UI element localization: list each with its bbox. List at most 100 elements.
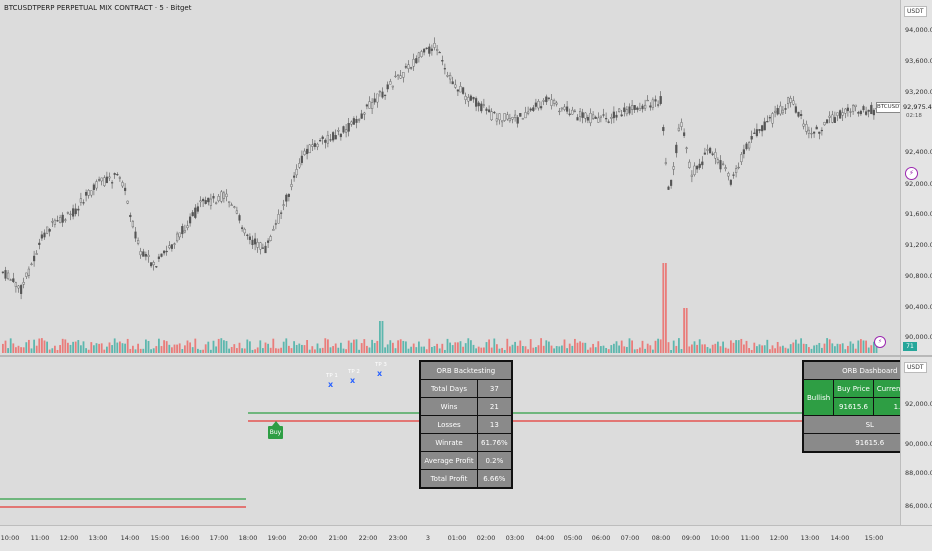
- volume-bar: [160, 346, 163, 353]
- currency-unit[interactable]: USDT: [904, 6, 927, 17]
- volume-bar: [545, 340, 548, 353]
- candle-body: [833, 117, 836, 123]
- candle-body: [714, 152, 717, 159]
- candle-body: [550, 99, 553, 106]
- volume-bar: [696, 344, 698, 353]
- pane-separator[interactable]: [0, 355, 932, 357]
- volume-bar: [116, 342, 119, 353]
- volume-bar: [865, 340, 867, 353]
- candle-body: [469, 95, 472, 101]
- candle-body: [826, 119, 829, 124]
- candle-body: [709, 147, 712, 154]
- price-axis[interactable]: USDT 94,000.0 93,600.0 93,200.0 92,400.0…: [900, 0, 932, 355]
- volume-bar: [418, 341, 420, 353]
- candle-body: [105, 176, 108, 184]
- compare-icon[interactable]: ⚡: [874, 336, 886, 348]
- candle-body: [25, 272, 28, 277]
- candle-body: [9, 279, 12, 281]
- candle-body: [599, 115, 602, 118]
- volume-bar: [698, 339, 701, 353]
- indicator-axis[interactable]: USDT 92,000.0 90,000.0 88,000.0 86,000.0: [900, 357, 932, 525]
- volume-bar: [163, 340, 165, 353]
- time-axis[interactable]: 10:00 11:00 12:00 13:00 14:00 15:00 16:00 17:00…: [0, 525, 932, 551]
- volume-bar: [311, 346, 314, 353]
- indicator-pane[interactable]: Buy TP 1 x TP 2 x TP 3 x ORB Backtesting…: [0, 357, 932, 525]
- candle-body: [233, 206, 236, 208]
- time-axis-label: 02:00: [476, 534, 496, 542]
- volume-bar: [212, 340, 215, 353]
- time-axis-label: 16:00: [180, 534, 200, 542]
- backtest-label: Losses: [419, 415, 478, 434]
- volume-bar: [740, 338, 743, 353]
- candle-body: [498, 113, 501, 121]
- volume-bar: [493, 338, 496, 353]
- candle-body: [867, 109, 870, 112]
- volume-bar: [449, 342, 451, 353]
- volume-bar: [202, 349, 204, 353]
- volume-bar: [329, 347, 332, 353]
- volume-bar: [870, 345, 873, 353]
- candle-body: [438, 51, 441, 54]
- volume-bar: [613, 343, 615, 353]
- candle-body: [638, 108, 641, 111]
- candle-body: [508, 118, 511, 122]
- current-price-label: 92,975.4: [903, 103, 932, 111]
- candle-body: [633, 105, 636, 110]
- volume-bar: [589, 347, 592, 353]
- volume-bar: [30, 348, 33, 353]
- candle-body: [194, 207, 197, 218]
- candlestick-chart[interactable]: [0, 0, 900, 355]
- volume-bar: [298, 343, 301, 353]
- candle-body: [745, 143, 748, 150]
- volume-bar: [355, 339, 358, 353]
- lightning-icon[interactable]: ⚡: [905, 167, 918, 180]
- volume-bar: [454, 342, 457, 353]
- tp-label: TP 1: [326, 373, 338, 379]
- candle-body: [841, 112, 844, 116]
- candle-body: [207, 197, 210, 203]
- price-chart-pane[interactable]: BTCUSDTPERP PERPETUAL MIX CONTRACT · 5 ·…: [0, 0, 904, 355]
- candle-body: [485, 108, 488, 111]
- candle-body: [433, 43, 436, 48]
- volume-bar: [441, 343, 444, 353]
- volume-bar: [64, 339, 67, 353]
- indicator-axis-label: 90,000.0: [905, 440, 932, 448]
- volume-bar: [139, 348, 142, 353]
- volume-bar: [620, 340, 623, 353]
- candle-body: [303, 150, 306, 155]
- volume-bar: [69, 344, 72, 353]
- currency-unit[interactable]: USDT: [904, 362, 927, 373]
- volume-bar: [199, 349, 202, 353]
- candle-body: [735, 168, 738, 173]
- candle-body: [417, 52, 420, 58]
- candle-body: [688, 161, 691, 168]
- time-axis-label: 10:00: [710, 534, 730, 542]
- backtest-label: Winrate: [419, 433, 478, 452]
- volume-bar: [405, 341, 407, 353]
- time-axis-label: 23:00: [388, 534, 408, 542]
- volume-bar: [126, 338, 129, 353]
- candle-body: [144, 254, 147, 257]
- candle-body: [277, 214, 280, 224]
- volume-bar: [672, 340, 675, 353]
- volume-bar: [724, 347, 727, 353]
- candle-body: [615, 114, 618, 118]
- volume-bar: [277, 348, 280, 353]
- backtest-value: 13: [476, 415, 513, 434]
- volume-bar: [145, 339, 147, 353]
- candle-body: [100, 177, 103, 182]
- candle-body: [30, 263, 33, 265]
- volume-bar: [59, 345, 61, 353]
- sl-label: SL: [802, 415, 932, 434]
- volume-bar: [561, 345, 563, 353]
- time-axis-label: 14:00: [830, 534, 850, 542]
- volume-bar: [269, 347, 272, 353]
- volume-bar: [61, 338, 64, 353]
- volume-bar: [800, 338, 802, 353]
- volume-bar: [714, 343, 717, 353]
- candle-body: [186, 225, 189, 229]
- candle-body: [711, 153, 714, 155]
- volume-bar: [540, 338, 542, 353]
- buy-arrow-icon: [272, 421, 280, 426]
- candle-body: [654, 99, 657, 102]
